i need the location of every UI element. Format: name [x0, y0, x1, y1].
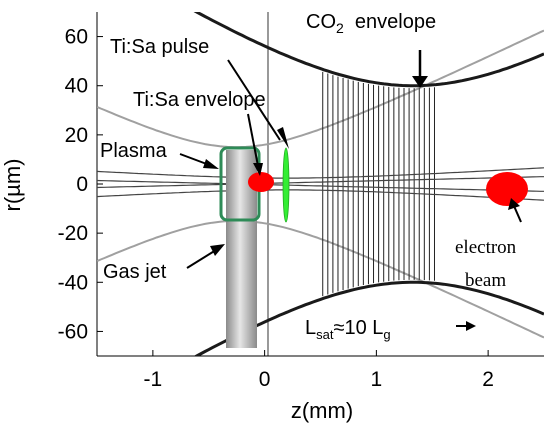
plasma-arrow-head	[203, 159, 219, 169]
gas-jet-arrow-head	[210, 244, 225, 256]
lsat-L: L	[305, 317, 316, 339]
co2-envelope-label: CO2 envelope	[306, 11, 436, 36]
tisa-pulse-arrow-head	[277, 127, 289, 149]
plasma-label: Plasma	[100, 140, 168, 162]
electron-label: electron	[455, 237, 517, 258]
tisa-envelope-curves	[97, 29, 544, 339]
co2-envelope-curves	[193, 12, 544, 356]
y-tick-label: 40	[65, 75, 88, 98]
x-axis-label: z(mm)	[291, 398, 353, 423]
electron-beam-spot	[486, 172, 528, 206]
co2-label-sub: 2	[336, 20, 344, 36]
axis-line	[97, 189, 544, 201]
y-tick-label: -20	[58, 222, 88, 245]
tisa-envelope-lower	[97, 219, 544, 339]
gas-jet-label: Gas jet	[103, 261, 167, 283]
x-tick-label: 1	[371, 368, 383, 391]
co2-pulse-fringes	[322, 71, 435, 297]
x-ticks: -1 0 1 2	[144, 350, 494, 391]
electron-arrow-shaft	[513, 205, 522, 223]
plot-area	[97, 12, 544, 356]
tisa-envelope-arrow-shaft	[247, 113, 259, 167]
y-tick-label: 60	[65, 26, 88, 49]
lsat-g: g	[383, 327, 390, 342]
lsat-sub: sat	[316, 327, 334, 342]
tisa-envelope-upper	[97, 29, 544, 149]
x-tick-label: 0	[259, 368, 271, 391]
axis-line	[97, 179, 544, 192]
y-ticks: 60 40 20 0 -20 -40 -60	[58, 26, 103, 343]
gas-jet-arrow-shaft	[186, 249, 217, 269]
co2-arrow-head	[412, 76, 428, 88]
tisa-pulse-front	[282, 147, 290, 223]
tisa-pulse-spot	[248, 172, 274, 192]
tisa-envelope-label: Ti:Sa envelope	[133, 89, 266, 111]
beam-label: beam	[465, 270, 506, 291]
lsat-arrow-head	[466, 321, 476, 331]
axis-line	[97, 176, 544, 189]
tisa-pulse-arrow-shaft	[227, 59, 281, 141]
co2-envelope-lower	[193, 280, 544, 356]
x-tick-label: 2	[482, 368, 494, 391]
electron-arrow-head	[508, 198, 520, 210]
tisa-envelope-arrow-head	[253, 163, 263, 176]
co2-envelope-upper	[193, 12, 544, 88]
y-tick-label: 0	[76, 173, 88, 196]
y-tick-label: -60	[58, 320, 88, 343]
y-axis-label: r(µm)	[0, 159, 25, 212]
y-tick-label: 20	[65, 124, 88, 147]
y-tick-label: -40	[58, 271, 88, 294]
tisa-pulse-label: Ti:Sa pulse	[110, 36, 209, 58]
axis-line	[97, 167, 544, 179]
lsat-label: Lsat≈10 Lg	[305, 317, 391, 342]
laser-axis-lines	[97, 167, 544, 201]
co2-label-main: CO	[306, 11, 336, 33]
x-tick-label: -1	[144, 368, 163, 391]
lsat-mid: ≈10 L	[333, 317, 383, 339]
co2-label-rest: envelope	[344, 11, 436, 33]
